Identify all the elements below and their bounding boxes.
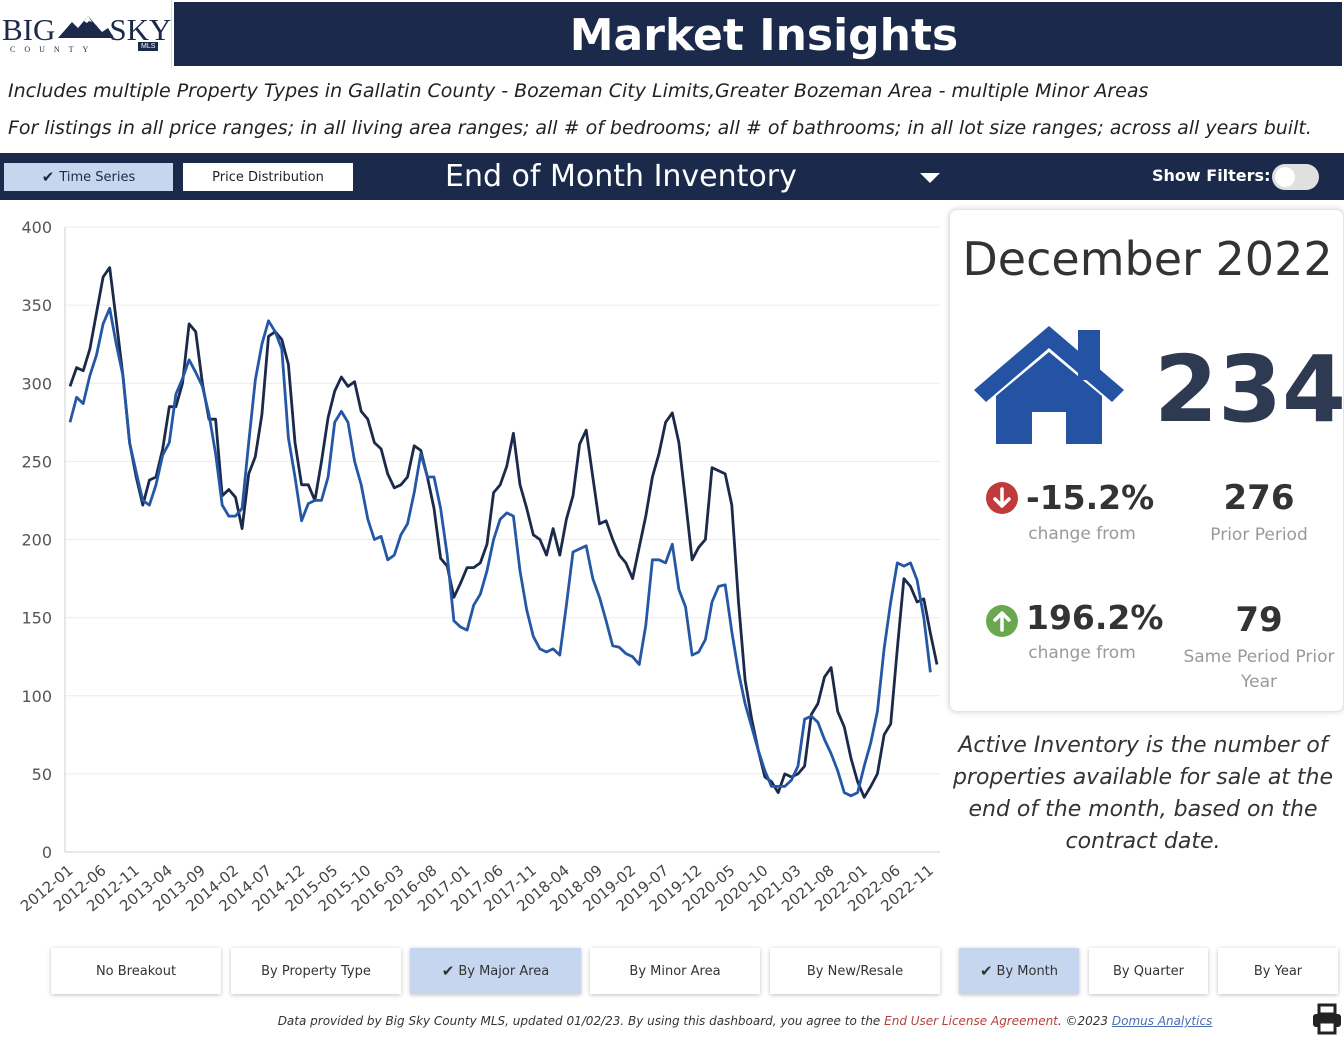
prior-period-value: 276 xyxy=(1223,478,1295,518)
kpi-card: December 2022 234 -15.2% change from 276… xyxy=(949,209,1344,712)
change-from-label: change from xyxy=(1028,643,1136,663)
show-filters-label: Show Filters: xyxy=(1152,166,1271,185)
y-tick-label: 400 xyxy=(21,218,52,237)
check-icon: ✔ xyxy=(979,962,993,980)
filter-description-line2: For listings in all price ranges; in all… xyxy=(8,117,1312,139)
price-distribution-button[interactable]: Price Distribution xyxy=(183,163,353,191)
mountain-logo-icon xyxy=(58,16,114,38)
same-period-label: Same Period Prior Year xyxy=(1183,647,1335,692)
check-icon: ✔ xyxy=(441,962,455,980)
caret-down-icon[interactable] xyxy=(920,173,940,183)
y-tick-label: 100 xyxy=(21,687,52,706)
time-series-label: Time Series xyxy=(59,169,136,185)
domus-analytics-link[interactable]: Domus Analytics xyxy=(1111,1014,1213,1028)
by-minor-area-button[interactable]: By Minor Area xyxy=(590,948,760,994)
kpi-period: December 2022 xyxy=(962,232,1333,286)
kpi-value: 234 xyxy=(1154,336,1344,443)
check-icon: ✔ xyxy=(41,168,55,186)
header: BIG SKY COUNTY MLS Market Insights xyxy=(0,0,1344,68)
same-period-value: 79 xyxy=(1235,600,1283,640)
y-tick-label: 250 xyxy=(21,452,52,471)
title-bar: Market Insights xyxy=(174,2,1342,66)
change-prior-period: -15.2% xyxy=(1026,478,1155,517)
logo-badge: MLS xyxy=(138,42,159,51)
y-tick-label: 0 xyxy=(42,843,52,862)
house-icon xyxy=(974,326,1124,444)
by-year-button[interactable]: By Year xyxy=(1218,948,1338,994)
logo-sub: COUNTY xyxy=(10,45,98,54)
change-same-period: 196.2% xyxy=(1026,598,1164,637)
no-breakout-button[interactable]: No Breakout xyxy=(51,948,221,994)
arrow-up-icon xyxy=(986,605,1018,637)
change-from-label: change from xyxy=(1028,524,1136,544)
footer-text-copyright: . ©2023 xyxy=(1057,1014,1112,1028)
metric-selector[interactable]: End of Month Inventory xyxy=(445,159,797,194)
inventory-note: Active Inventory is the number of proper… xyxy=(952,733,1334,854)
by-major-area-label: By Major Area xyxy=(458,963,550,979)
footer: Data provided by Big Sky County MLS, upd… xyxy=(0,1014,1344,1028)
y-tick-label: 300 xyxy=(21,374,52,393)
y-tick-label: 200 xyxy=(21,531,52,550)
toolbar: ✔ Time Series Price Distribution End of … xyxy=(0,153,1344,200)
toggle-knob xyxy=(1275,167,1295,187)
by-property-type-button[interactable]: By Property Type xyxy=(231,948,401,994)
prior-period-label: Prior Period xyxy=(1210,525,1308,545)
footer-text: Data provided by Big Sky County MLS, upd… xyxy=(277,1014,885,1028)
page-title: Market Insights xyxy=(569,10,959,61)
filter-description-line1: Includes multiple Property Types in Gall… xyxy=(8,80,1149,102)
by-major-area-button[interactable]: ✔ By Major Area xyxy=(410,948,581,994)
by-month-label: By Month xyxy=(996,963,1059,979)
by-new-resale-button[interactable]: By New/Resale xyxy=(770,948,940,994)
logo-text: BIG SKY xyxy=(2,12,172,47)
show-filters-toggle[interactable] xyxy=(1272,164,1319,190)
by-month-button[interactable]: ✔ By Month xyxy=(959,948,1079,994)
series-line-2[interactable] xyxy=(68,306,932,798)
y-tick-label: 350 xyxy=(21,296,52,315)
y-tick-label: 50 xyxy=(32,765,52,784)
y-tick-label: 150 xyxy=(21,609,52,628)
print-icon[interactable] xyxy=(1311,1003,1343,1035)
eula-link[interactable]: End User License Agreement xyxy=(884,1014,1058,1028)
logo: BIG SKY COUNTY MLS xyxy=(0,0,172,68)
time-series-button[interactable]: ✔ Time Series xyxy=(4,163,173,191)
by-quarter-button[interactable]: By Quarter xyxy=(1089,948,1208,994)
arrow-down-icon xyxy=(986,482,1018,514)
